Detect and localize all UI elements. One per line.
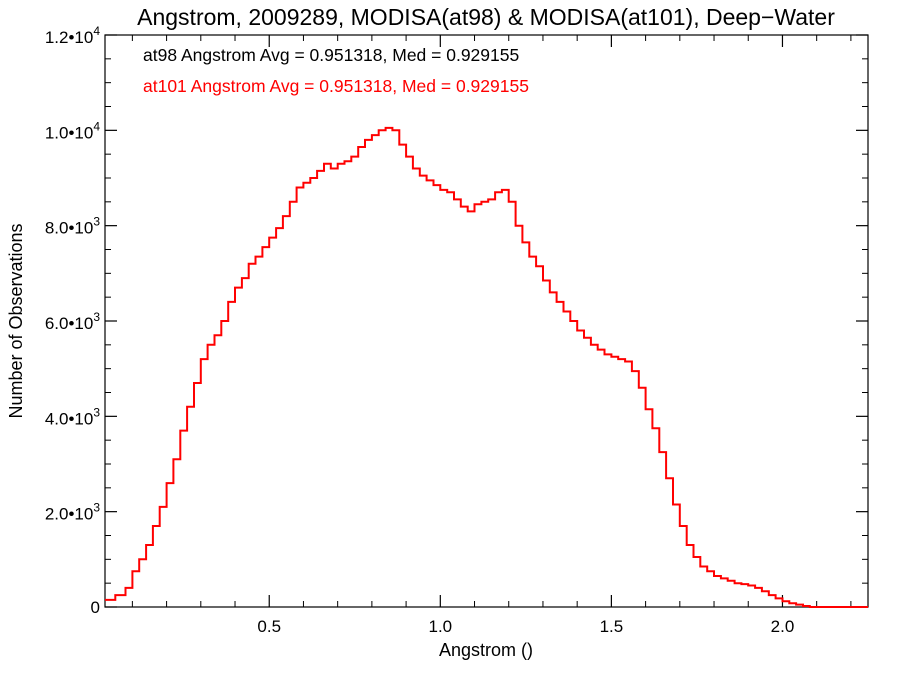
plot-frame [104,34,869,608]
y-tick-label: 2.0•103 [45,501,101,524]
x-axis-ticks: 0.5 1.0 1.5 2.0 [131,35,852,636]
y-tick-label: 1.2•104 [45,24,101,47]
annotation-at101: at101 Angstrom Avg = 0.951318, Med = 0.9… [143,76,529,96]
y-tick-label: 1.0•104 [45,119,101,142]
y-axis-label: Number of Observations [6,223,26,418]
y-tick-label: 0 [91,598,100,617]
x-tick-label: 1.5 [600,617,624,636]
x-tick-label: 2.0 [771,617,795,636]
annotation-at98: at98 Angstrom Avg = 0.951318, Med = 0.92… [143,45,519,65]
x-tick-label: 0.5 [257,617,281,636]
y-tick-label: 4.0•103 [45,405,101,428]
y-axis-ticks: 0 2.0•103 4.0•103 6.0•103 8.0•103 1.0•104 1.2•… [45,24,868,617]
x-tick-label: 1.0 [428,617,452,636]
x-axis-label: Angstrom () [439,640,533,660]
chart-title: Angstrom, 2009289, MODISA(at98) & MODISA… [137,4,835,30]
y-tick-label: 8.0•103 [45,215,101,238]
y-tick-label: 6.0•103 [45,310,101,333]
series-line-at101 [105,126,868,608]
series-layer [105,126,868,608]
